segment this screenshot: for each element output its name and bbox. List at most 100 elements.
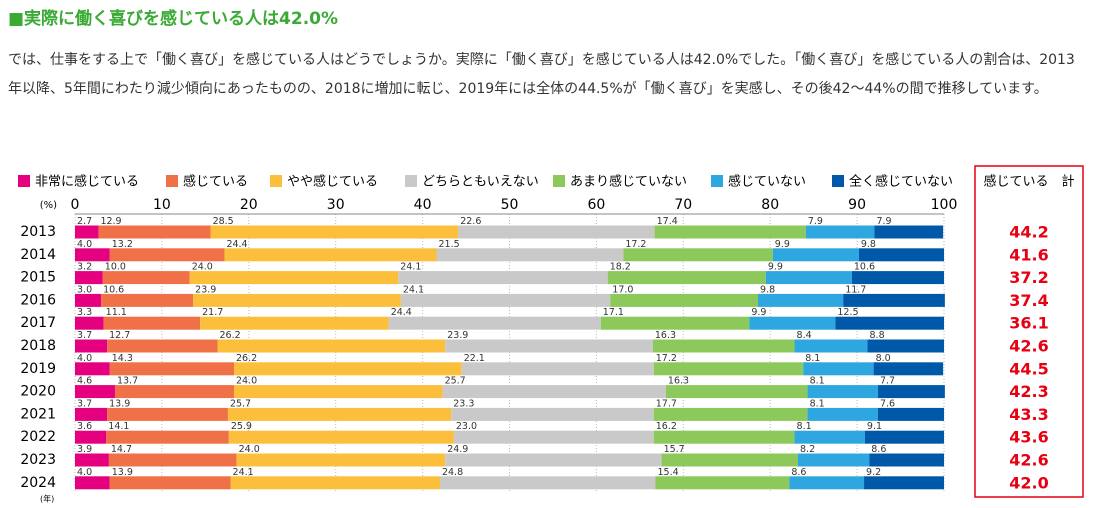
y-tick-label: 2018 [20, 338, 56, 354]
bar-segment [234, 362, 462, 376]
y-tick-label: 2021 [20, 406, 56, 422]
legend-swatch [166, 175, 178, 187]
value-label: 13.2 [112, 239, 133, 250]
bar-segment [228, 430, 454, 444]
bar-segment [193, 293, 401, 307]
value-label: 25.7 [230, 398, 251, 409]
bar-segment [109, 362, 235, 376]
value-label: 16.2 [656, 421, 677, 432]
value-label: 3.0 [77, 284, 92, 295]
bar-segment [107, 339, 218, 353]
bar-segment [439, 476, 656, 490]
value-label: 17.0 [612, 284, 633, 295]
bar-segment [877, 407, 944, 421]
value-label: 8.4 [797, 330, 812, 341]
bar-segment [458, 225, 655, 239]
total-label: 43.3 [1009, 405, 1048, 424]
bar-segment [864, 476, 944, 490]
bar-segment [794, 430, 865, 444]
value-label: 24.4 [391, 307, 412, 318]
bar-segment [442, 385, 666, 399]
value-label: 4.0 [77, 239, 92, 250]
value-label: 25.7 [445, 376, 466, 387]
total-label: 42.6 [1009, 337, 1048, 356]
bar-segment [607, 271, 766, 285]
bar-segment [75, 293, 102, 307]
value-label: 8.1 [805, 353, 820, 364]
value-label: 21.7 [202, 307, 223, 318]
legend-label: あまり感じていない [570, 174, 687, 190]
x-tick-label: 30 [327, 197, 345, 213]
x-tick-label: 20 [240, 197, 258, 213]
value-label: 3.7 [77, 398, 92, 409]
value-label: 2.7 [77, 216, 92, 227]
bar-segment [109, 476, 231, 490]
value-label: 9.8 [861, 239, 876, 250]
bar-segment [665, 385, 808, 399]
y-tick-label: 2017 [20, 315, 56, 331]
bar-segment [869, 453, 944, 467]
value-label: 12.7 [109, 330, 130, 341]
value-label: 3.6 [77, 421, 92, 432]
bar-segment [75, 430, 107, 444]
value-label: 23.9 [195, 284, 216, 295]
value-label: 22.1 [464, 353, 485, 364]
bar-segment [765, 271, 852, 285]
bar-segment [843, 293, 945, 307]
bar-segment [851, 271, 944, 285]
x-tick-label: 0 [71, 197, 80, 213]
value-label: 3.3 [77, 307, 92, 318]
total-label: 44.2 [1009, 223, 1048, 242]
value-label: 23.9 [447, 330, 468, 341]
bar-segment [835, 316, 944, 330]
bar-segment [75, 385, 115, 399]
value-label: 24.0 [192, 262, 213, 273]
y-tick-label: 2023 [20, 452, 56, 468]
bar-segment [103, 316, 201, 330]
bar-segment [653, 430, 795, 444]
total-label: 37.2 [1009, 268, 1048, 287]
value-label: 4.6 [77, 376, 92, 387]
bar-segment [236, 453, 446, 467]
x-tick-label: 90 [848, 197, 866, 213]
value-label: 14.3 [112, 353, 133, 364]
bar-segment [75, 225, 99, 239]
bar-segment [75, 362, 110, 376]
bar-segment [652, 339, 795, 353]
value-label: 12.9 [100, 216, 121, 227]
legend-label: どちらともいえない [422, 175, 539, 190]
value-label: 7.6 [880, 398, 895, 409]
value-label: 3.9 [77, 444, 92, 455]
legend-label: 全く感じていない [849, 174, 953, 190]
value-label: 17.4 [657, 216, 678, 227]
bar-segment [230, 476, 440, 490]
value-label: 24.9 [447, 444, 468, 455]
value-label: 8.0 [876, 353, 891, 364]
bar-segment [400, 293, 611, 307]
total-box [974, 165, 1084, 498]
value-label: 24.1 [233, 467, 254, 478]
value-label: 24.8 [442, 467, 463, 478]
value-label: 12.5 [837, 307, 858, 318]
value-label: 8.8 [870, 330, 885, 341]
legend-swatch [711, 175, 723, 187]
value-label: 11.7 [845, 284, 866, 295]
value-label: 17.7 [656, 398, 677, 409]
bar-segment [858, 248, 944, 262]
value-label: 16.3 [655, 330, 676, 341]
value-label: 7.9 [808, 216, 823, 227]
x-tick-label: 40 [414, 197, 432, 213]
x-tick-label: 10 [153, 197, 171, 213]
value-label: 13.7 [117, 376, 138, 387]
bar-segment [227, 407, 452, 421]
bar-segment [867, 339, 944, 353]
value-label: 28.5 [213, 216, 234, 227]
bar-segment [661, 453, 799, 467]
value-label: 9.1 [867, 421, 882, 432]
total-label: 41.6 [1009, 245, 1048, 264]
bar-segment [102, 271, 190, 285]
bar-segment [807, 385, 878, 399]
bar-segment [107, 407, 228, 421]
y-tick-label: 2020 [20, 384, 56, 400]
